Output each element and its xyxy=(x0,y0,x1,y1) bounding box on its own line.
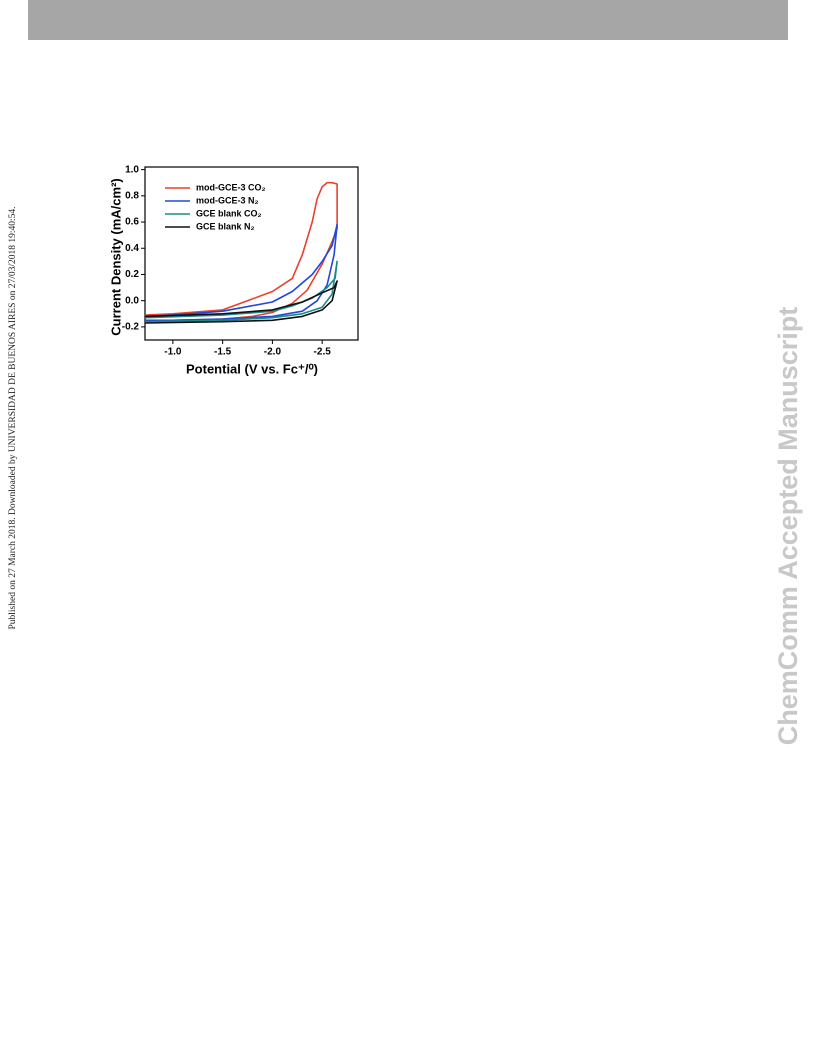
legend-label: GCE blank N₂ xyxy=(196,221,255,231)
y-tick-label: 0.4 xyxy=(125,243,139,254)
x-tick-label: -1.5 xyxy=(214,347,232,358)
x-tick-label: -2.0 xyxy=(264,347,282,358)
legend-label: GCE blank CO₂ xyxy=(196,208,262,218)
watermark: ChemComm Accepted Manuscript xyxy=(773,307,803,746)
y-axis-title: Current Density (mA/cm²) xyxy=(108,178,123,335)
y-tick-label: 0.0 xyxy=(125,295,139,306)
series-line xyxy=(144,223,338,322)
y-tick-label: -0.2 xyxy=(122,322,140,333)
x-axis-title: Potential (V vs. Fc⁺/⁰) xyxy=(186,361,318,376)
y-tick-label: 0.6 xyxy=(125,217,139,228)
y-tick-label: 0.8 xyxy=(125,190,139,201)
legend-label: mod-GCE-3 N₂ xyxy=(196,195,259,205)
series-line xyxy=(144,181,338,322)
y-tick-label: 1.0 xyxy=(125,164,139,175)
x-tick-label: -2.5 xyxy=(314,347,332,358)
y-tick-label: 0.2 xyxy=(125,269,139,280)
legend-label: mod-GCE-3 CO₂ xyxy=(196,182,266,192)
header-bar xyxy=(28,0,788,40)
series-line xyxy=(144,280,338,324)
side-note: Published on 27 March 2018. Downloaded b… xyxy=(8,206,18,629)
x-tick-label: -1.0 xyxy=(164,347,182,358)
plot-frame xyxy=(144,166,359,341)
chart: Current Density (mA/cm²) Potential (V vs… xyxy=(108,164,359,376)
series-line xyxy=(144,260,338,323)
